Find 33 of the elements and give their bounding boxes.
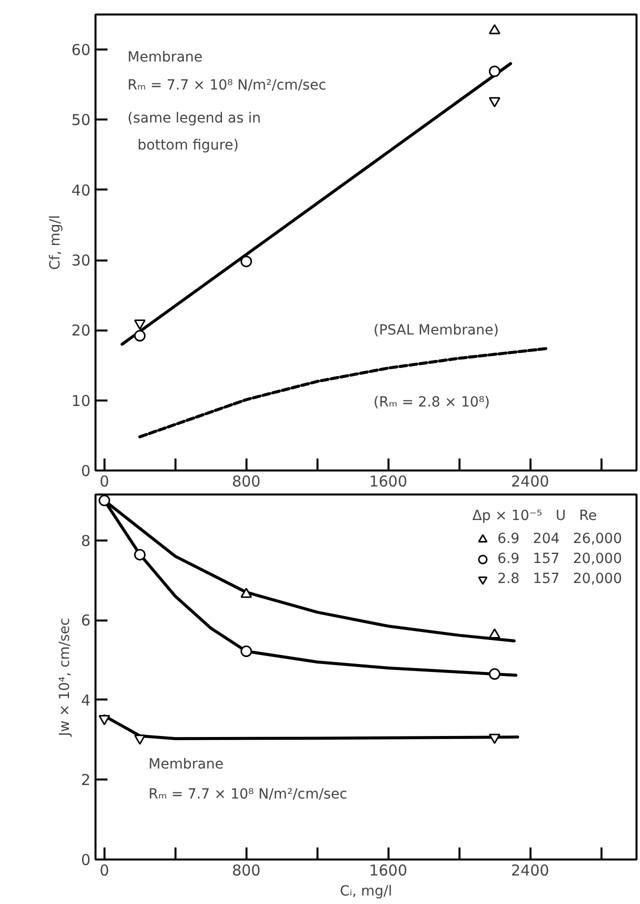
y-tick-label: 6 xyxy=(80,612,91,630)
x-tick-label: 800 xyxy=(232,472,261,490)
x-tick-label: 2400 xyxy=(510,862,550,880)
x-tick-label: 0 xyxy=(100,472,110,490)
y-tick-label: 20 xyxy=(71,322,91,340)
legend-label: 6.9 157 20,000 xyxy=(497,551,622,567)
annotation: Membrane xyxy=(128,50,203,66)
y-tick-label: 50 xyxy=(71,111,91,130)
legend-title: Δp × 10⁻⁵ U Re xyxy=(472,508,598,524)
x-tick-label: 2400 xyxy=(510,472,550,490)
annotation: bottom figure) xyxy=(138,138,239,154)
y-tick-label: 60 xyxy=(71,41,91,60)
y-axis-title: Jw × 10⁴, cm/sec xyxy=(56,618,73,738)
x-tick-label: 1600 xyxy=(369,472,408,490)
x-tick-label: 1600 xyxy=(369,862,408,880)
y-tick-label: 2 xyxy=(80,771,91,790)
y-axis-title: Cf, mg/l xyxy=(47,215,64,270)
y-tick-label: 40 xyxy=(71,181,91,200)
legend-label: 2.8 157 20,000 xyxy=(497,571,622,587)
x-axis-title: Cᵢ, mg/l xyxy=(340,884,392,900)
x-tick-label: 0 xyxy=(100,862,110,880)
x-tick-label: 800 xyxy=(232,862,261,880)
annotation: Membrane xyxy=(148,756,224,772)
y-tick-label: 10 xyxy=(71,392,91,410)
y-tick-label: 8 xyxy=(80,532,91,550)
annotation: (Rₘ = 2.8 × 10⁸) xyxy=(374,394,490,410)
annotation: Rₘ = 7.7 × 10⁸ N/m²/cm/sec xyxy=(128,78,326,94)
y-tick-label: 4 xyxy=(80,691,91,710)
y-tick-label: 30 xyxy=(71,252,91,270)
annotation: (PSAL Membrane) xyxy=(374,322,499,338)
legend-label: 6.9 204 26,000 xyxy=(497,531,622,547)
annotation: Rₘ = 7.7 × 10⁸ N/m²/cm/sec xyxy=(148,786,348,802)
annotation: (same legend as in xyxy=(128,110,261,126)
